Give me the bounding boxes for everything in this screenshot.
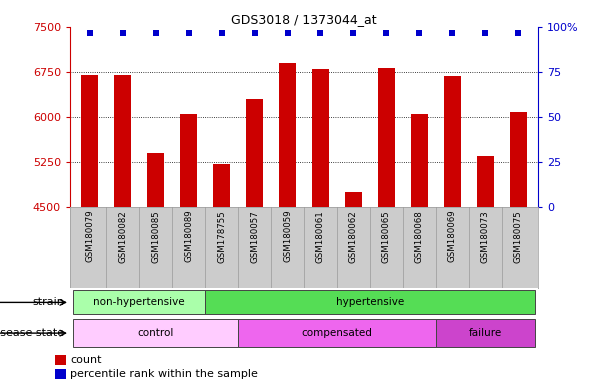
Text: GSM180059: GSM180059 xyxy=(283,210,292,262)
Bar xyxy=(55,355,66,366)
Bar xyxy=(181,114,197,207)
Bar xyxy=(205,290,535,314)
Bar xyxy=(73,290,205,314)
Text: GSM180079: GSM180079 xyxy=(85,210,94,262)
Bar xyxy=(510,112,527,207)
Bar xyxy=(444,76,461,207)
Point xyxy=(250,30,260,36)
Bar xyxy=(313,69,329,207)
Text: GSM180069: GSM180069 xyxy=(448,210,457,262)
Point xyxy=(85,30,95,36)
Point xyxy=(216,30,226,36)
Text: GSM180089: GSM180089 xyxy=(184,210,193,262)
Text: GSM180082: GSM180082 xyxy=(118,210,127,263)
Point xyxy=(382,30,392,36)
Bar xyxy=(238,319,436,347)
Text: GSM180061: GSM180061 xyxy=(316,210,325,263)
Text: non-hypertensive: non-hypertensive xyxy=(94,297,185,308)
Point xyxy=(151,30,161,36)
Bar xyxy=(279,63,295,207)
Point xyxy=(283,30,292,36)
Text: percentile rank within the sample: percentile rank within the sample xyxy=(70,369,258,379)
Text: GSM180073: GSM180073 xyxy=(481,210,490,263)
Bar xyxy=(55,369,66,379)
Bar xyxy=(147,153,164,207)
Point xyxy=(184,30,193,36)
Text: GSM180062: GSM180062 xyxy=(349,210,358,263)
Text: failure: failure xyxy=(469,328,502,338)
Text: compensated: compensated xyxy=(302,328,373,338)
Point xyxy=(316,30,325,36)
Point xyxy=(348,30,358,36)
Point xyxy=(447,30,457,36)
Text: count: count xyxy=(70,355,102,365)
Text: hypertensive: hypertensive xyxy=(336,297,404,308)
Text: GSM178755: GSM178755 xyxy=(217,210,226,263)
Bar xyxy=(73,319,238,347)
Text: GSM180065: GSM180065 xyxy=(382,210,391,263)
Bar xyxy=(378,68,395,207)
Title: GDS3018 / 1373044_at: GDS3018 / 1373044_at xyxy=(231,13,377,26)
Text: GSM180068: GSM180068 xyxy=(415,210,424,263)
Text: disease state: disease state xyxy=(0,328,64,338)
Bar xyxy=(81,75,98,207)
Point xyxy=(480,30,490,36)
Bar xyxy=(246,99,263,207)
Point xyxy=(513,30,523,36)
Bar xyxy=(436,319,535,347)
Bar xyxy=(213,164,230,207)
Bar xyxy=(477,156,494,207)
Point xyxy=(118,30,128,36)
Bar xyxy=(114,75,131,207)
Text: GSM180057: GSM180057 xyxy=(250,210,259,263)
Text: GSM180085: GSM180085 xyxy=(151,210,160,263)
Text: control: control xyxy=(137,328,174,338)
Bar xyxy=(345,192,362,207)
Bar xyxy=(411,114,427,207)
Text: strain: strain xyxy=(32,297,64,308)
Point xyxy=(415,30,424,36)
Text: GSM180075: GSM180075 xyxy=(514,210,523,263)
